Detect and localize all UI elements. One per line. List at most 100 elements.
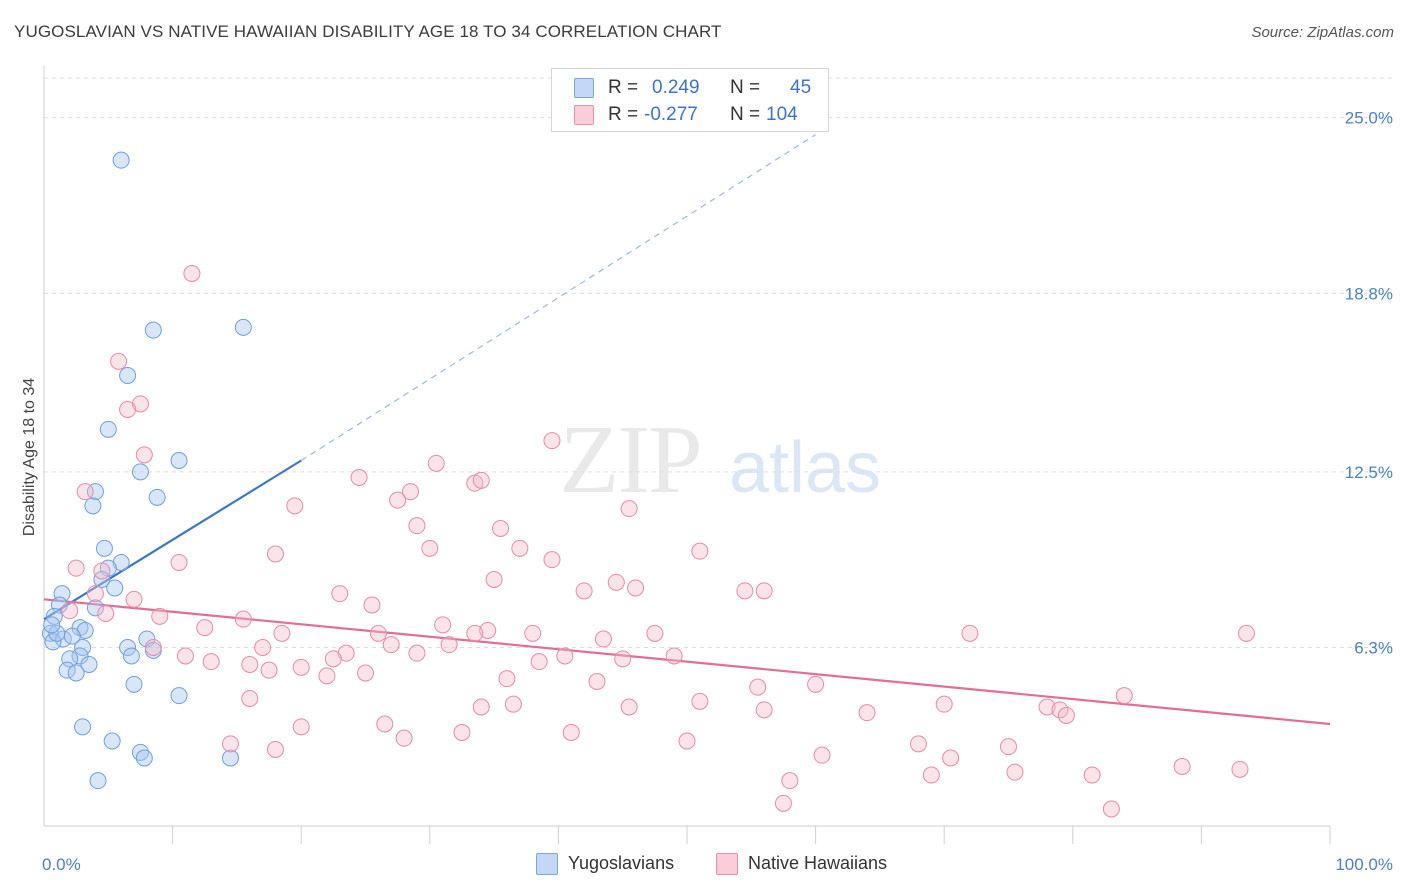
hawaiian-point	[241, 656, 259, 673]
legend-swatch-yugoslavians	[536, 853, 558, 875]
hawaiian-point	[408, 644, 426, 662]
yugoslavian-point	[125, 675, 143, 693]
hawaiian-point	[1173, 758, 1191, 775]
yugoslavian-point	[106, 579, 124, 597]
hawaiian-point	[678, 732, 696, 750]
x-tick-label: 0.0%	[42, 855, 81, 874]
hawaiian-point	[266, 741, 284, 758]
legend-label-native-hawaiians: Native Hawaiians	[748, 853, 888, 873]
legend-swatch-hawaiian	[574, 105, 594, 125]
gridlines	[44, 77, 1392, 648]
hawaiian-point	[543, 432, 561, 450]
yugoslavian-point	[119, 367, 137, 384]
yugoslavian-point	[170, 452, 188, 469]
hawaiian-point	[376, 715, 394, 733]
legend-n-label: N =	[730, 77, 761, 98]
hawaiian-point	[492, 520, 510, 537]
hawaiian-point	[266, 545, 284, 563]
hawaiian-point	[421, 539, 439, 557]
hawaiian-point	[176, 647, 194, 665]
yugoslavian-point	[71, 647, 89, 665]
hawaiian-point	[472, 698, 490, 716]
yugoslavian-point	[74, 718, 92, 736]
hawaiian-point	[1057, 707, 1075, 724]
hawaiian-point	[858, 704, 876, 722]
yugoslavian-point	[112, 554, 130, 571]
hawaiian-point	[755, 701, 773, 719]
hawaiian-point	[1237, 624, 1255, 642]
hawaiian-point	[350, 469, 368, 486]
yugoslavian-point	[119, 639, 137, 656]
hawaiian-point	[691, 542, 709, 560]
hawaiian-point	[749, 678, 767, 696]
hawaiian-point	[254, 639, 272, 656]
yugoslavian-point	[122, 647, 140, 665]
yugoslavian-point	[84, 497, 102, 515]
hawaiian-point	[813, 746, 831, 764]
legend-r-label: R =	[608, 77, 639, 98]
yugoslavian-point	[95, 539, 113, 557]
hawaiian-point	[318, 667, 336, 685]
watermark-atlas: atlas	[729, 428, 881, 508]
hawaiian-point	[202, 653, 220, 671]
hawaiian-point	[440, 636, 458, 654]
hawaiian-point	[110, 352, 128, 370]
legend-swatch-yugoslavian	[574, 78, 594, 98]
yugoslavian-point	[103, 732, 121, 750]
yugoslavian-point	[67, 664, 85, 682]
hawaiian-point	[357, 664, 374, 682]
hawaiian-point	[562, 724, 580, 741]
yugoslavian-point	[50, 596, 68, 614]
yugoslavian-trend-extension	[300, 134, 816, 462]
yugoslavian-point	[53, 585, 71, 603]
hawaiian-point	[234, 610, 252, 628]
legend-n-value: 45	[790, 77, 812, 98]
hawaiian-point	[1231, 760, 1249, 778]
legend-r-value: -0.277	[644, 104, 698, 125]
watermark-zip: ZIP	[560, 406, 701, 514]
hawaiian-point	[1115, 687, 1133, 705]
hawaiian-point	[324, 650, 342, 668]
hawaiian-point	[774, 794, 792, 812]
yugoslavian-point	[89, 772, 107, 790]
yugoslavian-point	[86, 599, 104, 617]
hawaiian-point	[1000, 738, 1017, 756]
hawaiian-point	[530, 653, 548, 671]
legend-r-label: R =	[608, 104, 639, 125]
hawaiian-trend-line	[43, 598, 1331, 726]
hawaiian-point	[620, 500, 638, 518]
hawaiian-point	[97, 605, 115, 622]
yugoslavian-point	[131, 463, 149, 481]
source-credit: Source: ZipAtlas.com	[1251, 24, 1394, 41]
hawaiian-point	[273, 624, 291, 642]
hawaiian-point	[511, 539, 529, 557]
hawaiian-point	[434, 616, 452, 634]
hawaiian-point	[427, 454, 445, 472]
hawaiian-point	[620, 698, 638, 716]
hawaiian-point	[935, 695, 953, 713]
hawaiian-point	[453, 724, 471, 741]
trend-lines	[43, 134, 1331, 726]
hawaiian-point	[76, 483, 94, 501]
hawaiian-point	[472, 471, 490, 489]
hawaiian-point	[135, 446, 153, 464]
yugoslavian-trend-line	[43, 459, 302, 621]
legend-label-yugoslavians: Yugoslavians	[568, 853, 675, 873]
hawaiian-point	[61, 602, 79, 620]
hawaiian-point	[292, 658, 310, 676]
yugoslavian-point	[148, 488, 166, 506]
data-points	[41, 151, 1255, 818]
hawaiian-point	[221, 735, 239, 753]
yugoslavian-point	[63, 627, 81, 645]
y-tick-label: 12.5%	[1345, 463, 1393, 482]
hawaiian-point	[646, 624, 664, 642]
y-axis-label: Disability Age 18 to 34	[21, 378, 38, 536]
hawaiian-point	[665, 647, 683, 665]
hawaiian-point	[543, 551, 561, 569]
hawaiian-point	[363, 596, 381, 614]
hawaiian-point	[1083, 766, 1101, 784]
hawaiian-point	[1102, 800, 1120, 818]
yugoslavian-point	[76, 622, 94, 639]
hawaiian-point	[260, 661, 278, 679]
